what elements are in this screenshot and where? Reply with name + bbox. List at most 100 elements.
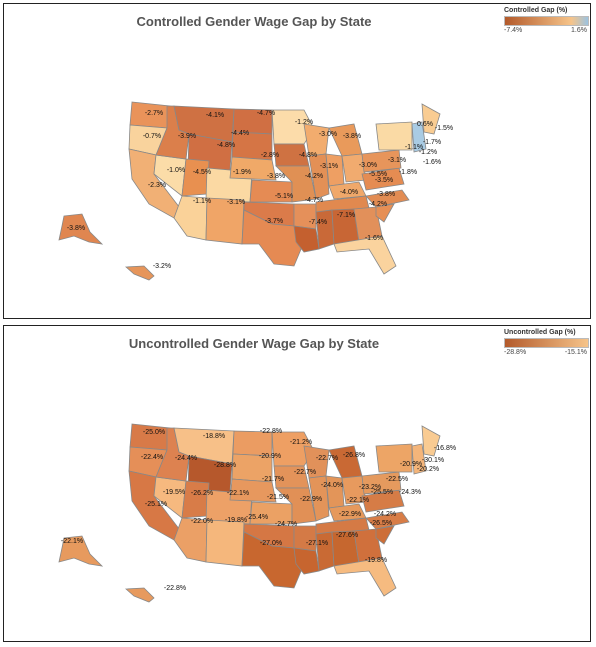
state-sc[interactable] (375, 525, 395, 545)
state-tx[interactable] (241, 531, 305, 589)
controlled-state-label: -3.0% (359, 162, 377, 169)
state-az[interactable] (173, 517, 208, 563)
state-ar[interactable] (293, 525, 317, 552)
state-wa[interactable] (129, 423, 171, 451)
controlled-state-label: -3.1% (320, 163, 338, 170)
uncontrolled-state-label: -25.0% (143, 429, 165, 436)
controlled-map-title: Controlled Gender Wage Gap by State (136, 14, 372, 29)
state-me[interactable] (421, 103, 441, 135)
controlled-state-label: -1.6% (365, 235, 383, 242)
state-in[interactable] (325, 475, 345, 509)
state-mo[interactable] (275, 165, 317, 203)
state-fl[interactable] (333, 235, 397, 275)
state-ut[interactable] (181, 158, 210, 197)
state-ak[interactable] (58, 213, 104, 245)
uncontrolled-state-label: -16.8% (434, 445, 456, 452)
uncontrolled-map-title: Uncontrolled Gender Wage Gap by State (128, 336, 380, 351)
state-la[interactable] (293, 225, 320, 253)
state-tx[interactable] (241, 209, 305, 267)
controlled-state-label: -2.3% (148, 182, 166, 189)
controlled-state-label: -7.4% (309, 219, 327, 226)
controlled-state-label: -3.1% (227, 199, 245, 206)
uncontrolled-state-label: -24.4% (175, 455, 197, 462)
uncontrolled-state-label: -25.4% (246, 514, 268, 521)
uncontrolled-state-label: -20.9% (259, 453, 281, 460)
state-pa[interactable] (361, 149, 402, 173)
uncontrolled-state-label: -20.2% (417, 466, 439, 473)
uncontrolled-state-label: -23.2% (359, 484, 381, 491)
uncontrolled-gap-panel: Uncontrolled Gender Wage Gap by State Un… (3, 325, 591, 642)
controlled-state-label: -1.8% (399, 169, 417, 176)
state-vt-nh[interactable] (411, 121, 427, 153)
controlled-state-label: -3.2% (153, 263, 171, 270)
state-nc[interactable] (365, 511, 410, 530)
state-in[interactable] (325, 153, 345, 187)
uncontrolled-state-label: -22.7% (294, 469, 316, 476)
state-nm[interactable] (205, 519, 245, 567)
controlled-state-label: -5.1% (275, 193, 293, 200)
uncontrolled-legend-max: -15.1% (564, 349, 587, 356)
uncontrolled-state-label: -30.1% (422, 457, 444, 464)
state-nc[interactable] (365, 189, 410, 208)
uncontrolled-legend-gradient (504, 338, 589, 348)
state-me[interactable] (421, 425, 441, 457)
state-ny[interactable] (375, 121, 413, 151)
controlled-state-label: -7.1% (337, 212, 355, 219)
uncontrolled-us-map: -25.0% -18.8% -22.8% -16.8% -21.2% -22.4% -24.… (58, 423, 456, 603)
state-fl[interactable] (333, 557, 397, 597)
state-mi[interactable] (328, 123, 363, 157)
uncontrolled-state-label: -26.2% (191, 490, 213, 497)
state-ak[interactable] (58, 535, 104, 567)
controlled-state-label: -3.5% (375, 177, 393, 184)
controlled-legend-gradient (504, 16, 589, 26)
controlled-state-label: -1.6% (423, 159, 441, 166)
controlled-legend-title: Controlled Gap (%) (504, 7, 568, 14)
controlled-state-label: -1.2% (295, 119, 313, 126)
controlled-state-label: -3.8% (267, 173, 285, 180)
controlled-state-label: -2.8% (261, 152, 279, 159)
state-il[interactable] (308, 475, 330, 522)
controlled-state-label: -4.7% (257, 110, 275, 117)
state-la[interactable] (293, 547, 320, 575)
state-ms[interactable] (315, 531, 335, 572)
state-ny[interactable] (375, 443, 413, 473)
uncontrolled-state-label: -24.2% (374, 511, 396, 518)
state-ms[interactable] (315, 209, 335, 250)
state-va[interactable] (361, 167, 405, 191)
state-va[interactable] (361, 489, 405, 513)
uncontrolled-state-label: -19.5% (163, 489, 185, 496)
controlled-state-label: -1.9% (233, 169, 251, 176)
state-pa[interactable] (361, 471, 402, 495)
uncontrolled-state-label: -22.1% (61, 538, 83, 545)
state-hi[interactable] (124, 587, 155, 603)
controlled-state-label: -0.7% (143, 133, 161, 140)
state-hi[interactable] (124, 265, 155, 281)
state-ne[interactable] (229, 478, 277, 503)
state-az[interactable] (173, 195, 208, 241)
controlled-state-label: -1.1% (193, 198, 211, 205)
state-vt-nh[interactable] (411, 443, 427, 475)
uncontrolled-state-label: -22.0% (191, 518, 213, 525)
controlled-gap-panel: Controlled Gender Wage Gap by State Cont… (3, 3, 591, 319)
uncontrolled-state-label: -22.4% (141, 454, 163, 461)
controlled-state-label: -4.4% (231, 130, 249, 137)
controlled-state-label: -4.5% (193, 169, 211, 176)
uncontrolled-state-label: -22.1% (347, 497, 369, 504)
controlled-state-label: -3.8% (67, 225, 85, 232)
state-sc[interactable] (375, 203, 395, 223)
state-il[interactable] (308, 153, 330, 200)
controlled-state-label: -1.0% (167, 167, 185, 174)
uncontrolled-state-label: -18.8% (203, 433, 225, 440)
uncontrolled-state-label: -24.3% (399, 489, 421, 496)
controlled-state-label: -4.8% (217, 142, 235, 149)
controlled-state-label: -4.0% (340, 189, 358, 196)
uncontrolled-state-label: -21.7% (262, 476, 284, 483)
uncontrolled-state-label: -21.5% (267, 494, 289, 501)
uncontrolled-state-label: -26.5% (370, 520, 392, 527)
state-mi[interactable] (328, 445, 363, 479)
state-ut[interactable] (181, 480, 210, 519)
state-ne[interactable] (229, 156, 277, 181)
uncontrolled-legend-min: -28.8% (504, 349, 527, 356)
state-mo[interactable] (275, 487, 317, 525)
uncontrolled-legend-title: Uncontrolled Gap (%) (504, 329, 576, 336)
